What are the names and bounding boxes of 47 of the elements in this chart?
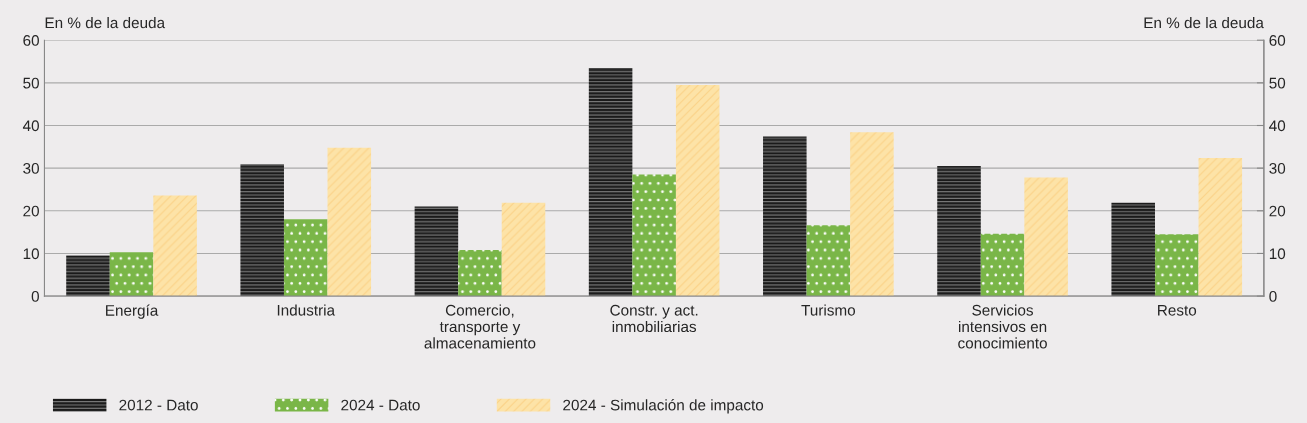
y-tick-label: 50 <box>23 77 39 89</box>
bar <box>458 250 502 297</box>
bar <box>283 219 328 297</box>
legend-label: 2012 - Dato <box>119 399 198 411</box>
legend-label: 2024 - Simulación de impacto <box>563 399 764 414</box>
y2-tick-label: 50 <box>1269 77 1286 89</box>
bar <box>937 166 981 297</box>
y2-tick-label: 10 <box>1269 248 1286 260</box>
y-tick-label: 60 <box>23 35 39 46</box>
bar <box>240 164 284 297</box>
y-tick-label: 30 <box>23 163 39 174</box>
bar <box>501 202 546 297</box>
y2-axis-title: En % de la deuda <box>1144 16 1264 29</box>
x-tick-label: Resto <box>1158 304 1197 316</box>
y-tick-label: 10 <box>23 248 39 260</box>
bar <box>414 206 459 297</box>
x-tick-label: Turismo <box>801 304 856 316</box>
y2-tick-label: 60 <box>1269 35 1286 46</box>
bar <box>1198 157 1243 297</box>
bar <box>763 136 807 297</box>
bar <box>850 132 894 297</box>
x-tick-label: Industria <box>277 304 336 316</box>
bar <box>1111 202 1155 297</box>
y2-tick-label: 20 <box>1269 205 1286 217</box>
x-tick-label: Servicios intensivos en conocimiento <box>958 304 1047 349</box>
bar <box>588 67 633 297</box>
y2-tick-label: 30 <box>1269 163 1286 174</box>
y-tick-label: 0 <box>31 290 39 302</box>
legend-label: 2024 - Dato <box>341 399 420 411</box>
y-tick-label: 40 <box>22 120 39 132</box>
y-axis-title: En % de la deuda <box>45 16 166 29</box>
x-tick-label: Energía <box>106 304 159 319</box>
bar <box>806 225 851 297</box>
bar <box>675 84 720 297</box>
bar <box>153 195 197 297</box>
bar <box>980 233 1025 297</box>
y2-tick-label: 40 <box>1269 120 1286 132</box>
bar <box>1154 234 1199 297</box>
bar <box>327 147 372 297</box>
bar <box>632 174 676 297</box>
y2-tick-label: 0 <box>1269 290 1277 302</box>
y-tick-label: 20 <box>23 205 39 217</box>
bar <box>1024 177 1068 297</box>
bar <box>66 255 110 297</box>
bar <box>109 252 154 297</box>
x-tick-label: Comercio, transporte y almacenamiento <box>424 304 536 349</box>
x-tick-label: Constr. y act. inmobiliarias <box>610 304 698 333</box>
